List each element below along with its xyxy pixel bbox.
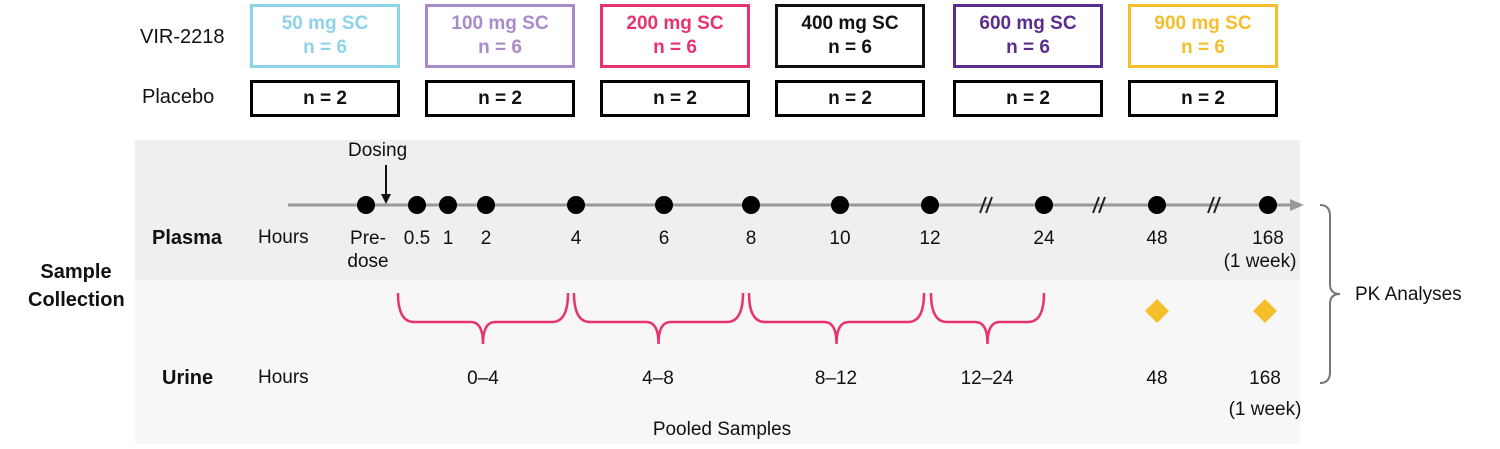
cohort-placebo-box: n = 2: [600, 80, 750, 117]
plasma-sample-dot: [1259, 196, 1277, 214]
plasma-predose-line2: dose: [347, 251, 389, 272]
cohort-placebo-box: n = 2: [425, 80, 575, 117]
sample-collection-line2: Collection: [28, 289, 125, 311]
placebo-label: Placebo: [142, 86, 215, 108]
cohort-dose-box: 100 mg SC n = 6: [425, 4, 575, 68]
pk-analyses-bracket: [1319, 204, 1341, 384]
cohort-active-n: n = 6: [1181, 37, 1225, 58]
cohort-placebo-n: n = 2: [653, 87, 697, 109]
axis-break-2: [1092, 196, 1106, 214]
urine-spot-sample-diamond: [1145, 299, 1169, 323]
urine-panel: [135, 280, 1300, 444]
cohort-placebo-n: n = 2: [303, 87, 347, 109]
plasma-hours-label: Hours: [258, 227, 309, 248]
cohort-dose-box: 50 mg SC n = 6: [250, 4, 400, 68]
plasma-timepoint-label: Pre-: [350, 228, 386, 249]
plasma-sample-dot: [439, 196, 457, 214]
cohort-placebo-n: n = 2: [828, 87, 872, 109]
cohort-dose-box: 200 mg SC n = 6: [600, 4, 750, 68]
cohort-active-n: n = 6: [828, 37, 872, 58]
plasma-timepoint-label: 24: [1033, 228, 1055, 249]
cohort-dose-box: 400 mg SC n = 6: [775, 4, 925, 68]
urine-interval-label: 8–12: [814, 368, 858, 389]
cohort-dose-box: 900 mg SC n = 6: [1128, 4, 1278, 68]
plasma-week-note: (1 week): [1223, 251, 1297, 272]
plasma-sample-dot: [921, 196, 939, 214]
cohort-dose-label: 100 mg SC: [451, 13, 549, 34]
plasma-label: Plasma: [152, 227, 223, 249]
cohort-placebo-n: n = 2: [1006, 87, 1050, 109]
urine-interval-label: 12–24: [960, 368, 1014, 389]
plasma-sample-dot: [1035, 196, 1053, 214]
plasma-timepoint-label: 2: [480, 228, 492, 249]
plasma-timepoint-label: 4: [570, 228, 582, 249]
urine-pool-bracket: [572, 292, 745, 345]
axis-break-3: [1207, 196, 1221, 214]
plasma-timepoint-label: 10: [829, 228, 851, 249]
plasma-timepoint-label: 6: [658, 228, 670, 249]
plasma-timepoint-label: 0.5: [403, 228, 431, 249]
plasma-timepoint-label: 1: [442, 228, 454, 249]
plasma-sample-dot: [655, 196, 673, 214]
urine-pool-bracket: [396, 292, 570, 345]
cohort-placebo-n: n = 2: [478, 87, 522, 109]
pk-analyses-label: PK Analyses: [1355, 284, 1462, 305]
cohort-dose-box: 600 mg SC n = 6: [953, 4, 1103, 68]
urine-hours-label: Hours: [258, 367, 309, 388]
cohort-placebo-n: n = 2: [1181, 87, 1225, 109]
plasma-sample-dot: [357, 196, 375, 214]
cohort-placebo-box: n = 2: [1128, 80, 1278, 117]
urine-pool-bracket: [929, 292, 1046, 345]
cohort-dose-label: 900 mg SC: [1154, 13, 1252, 34]
dosing-arrowhead: [381, 194, 391, 204]
plasma-axis-arrowhead: [1290, 199, 1304, 211]
urine-spot-sample-diamond: [1253, 299, 1277, 323]
urine-pool-bracket: [747, 292, 926, 345]
cohort-placebo-box: n = 2: [775, 80, 925, 117]
urine-interval-label: 168: [1249, 368, 1281, 389]
urine-label: Urine: [162, 367, 214, 389]
cohort-active-n: n = 6: [478, 37, 522, 58]
dosing-label: Dosing: [348, 140, 408, 161]
cohort-active-n: n = 6: [1006, 37, 1050, 58]
cohort-dose-label: 50 mg SC: [281, 13, 369, 34]
urine-interval-label: 4–8: [642, 368, 674, 389]
cohort-active-n: n = 6: [303, 37, 347, 58]
sample-collection-line1: Sample: [40, 261, 112, 283]
cohort-active-n: n = 6: [653, 37, 697, 58]
urine-week-note: (1 week): [1228, 399, 1302, 420]
plasma-panel: [135, 140, 1300, 280]
cohort-placebo-box: n = 2: [250, 80, 400, 117]
plasma-timepoint-label: 12: [919, 228, 941, 249]
plasma-sample-dot: [567, 196, 585, 214]
plasma-sample-dot: [477, 196, 495, 214]
cohort-dose-label: 600 mg SC: [979, 13, 1077, 34]
sample-collection-title: Sample Collection: [28, 258, 125, 314]
cohort-dose-label: 200 mg SC: [626, 13, 724, 34]
axis-break-1: [979, 196, 993, 214]
plasma-timepoint-label: 168: [1252, 228, 1284, 249]
plasma-sample-dot: [408, 196, 426, 214]
urine-interval-label: 48: [1146, 368, 1168, 389]
pooled-samples-label: Pooled Samples: [652, 419, 792, 440]
cohort-dose-label: 400 mg SC: [801, 13, 899, 34]
plasma-timepoint-label: 48: [1146, 228, 1168, 249]
cohort-placebo-box: n = 2: [953, 80, 1103, 117]
plasma-sample-dot: [742, 196, 760, 214]
plasma-sample-dot: [831, 196, 849, 214]
plasma-sample-dot: [1148, 196, 1166, 214]
urine-interval-label: 0–4: [467, 368, 499, 389]
vir-2218-label: VIR-2218: [140, 26, 225, 48]
plasma-timepoint-label: 8: [745, 228, 757, 249]
